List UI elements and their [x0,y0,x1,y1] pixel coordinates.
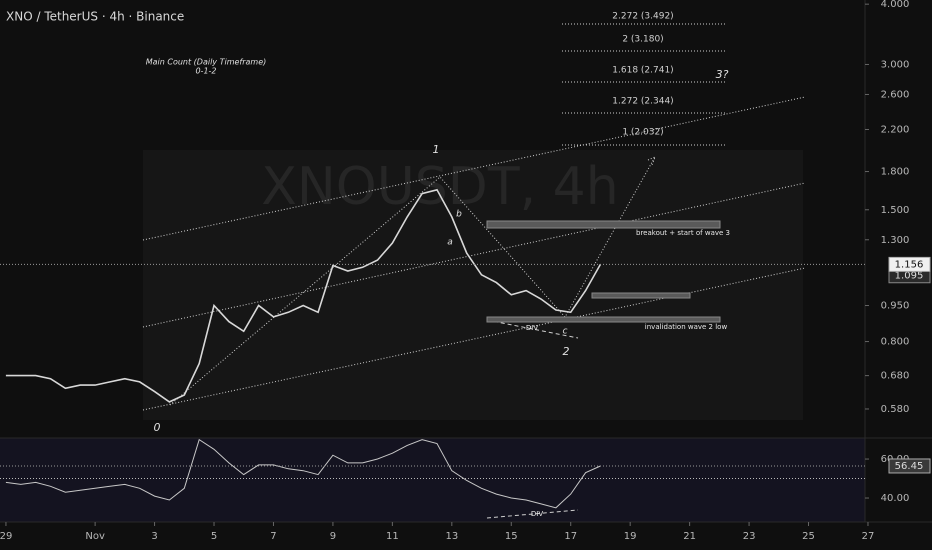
series-line [5,438,601,509]
wave-label: 1 [433,143,440,156]
invalidation-note: invalidation wave 2 low [645,323,728,331]
y-tick-label: 0.680 [881,371,910,382]
wave-label: 0 [154,421,161,434]
count-title: Main Count (Daily Timeframe) [146,58,267,67]
x-tick-label: 5 [211,531,217,542]
last-value-tag [888,458,931,474]
channel-mid [142,182,806,328]
breakout-zone [486,220,721,229]
y-tick-label: 2.600 [881,89,910,100]
symbol-title: XNO / TetherUS · 4h · Binance [6,10,184,24]
x-tick-label: 25 [802,531,815,542]
x-tick-label: 7 [270,531,276,542]
rsi-pane [0,438,865,522]
y-tick-label: 0.580 [881,404,910,415]
x-tick-label: Nov [85,531,105,542]
fib-label: 2.272 (3.492) [612,12,673,22]
x-tick-label: 15 [505,531,518,542]
x-tick-label: 17 [564,531,577,542]
y-tick-label: 0.800 [881,337,910,348]
x-tick-label: 27 [862,531,875,542]
target-zone [591,292,691,299]
fib-label: 1.272 (2.344) [612,97,673,107]
x-tick-label: 19 [624,531,637,542]
last-value-label: 1.156 [895,259,924,270]
x-tick-label: 3 [151,531,157,542]
fib-label: 1 (2.032) [622,128,663,138]
last-value-tag [888,256,931,272]
y-tick-label: 2.200 [881,124,910,135]
div-label: DIV [526,324,538,332]
x-tick-label: 29 [0,531,12,542]
wave-label: 3? [716,68,729,81]
y-tick-label: 1.500 [881,205,910,216]
price-tag-label: 1.095 [895,271,924,282]
x-tick-label: 23 [743,531,756,542]
y-tick-label: 0.950 [881,301,910,312]
channel-upper [142,96,806,241]
y-tick-label: 1.800 [881,167,910,178]
fib-label: 1.618 (2.741) [612,66,673,76]
div-line [486,319,579,339]
count-seq: 0-1-2 [195,67,216,76]
y-tick-label: 40.00 [881,493,910,504]
rsi-div-line [486,509,579,519]
rsi-div-label: DIV [531,510,543,518]
breakout-note: breakout + start of wave 3 [636,229,730,237]
y-tick-label: 3.000 [881,59,910,70]
subwave-label: a [447,238,453,248]
y-tick-label: 1.300 [881,235,910,246]
x-tick-label: 11 [386,531,399,542]
channel-lower [142,267,806,411]
wave-label: 2 [563,345,570,358]
x-tick-label: 21 [683,531,696,542]
fib-label: 2 (3.180) [622,35,663,45]
watermark: XNOUSDT, 4h [261,157,618,217]
subwave-label: b [456,210,462,220]
series-line [5,188,602,403]
channel-shade [143,150,803,420]
last-value-label: 56.45 [895,461,924,472]
invalidation-zone [486,316,721,323]
subwave-label: c [563,327,568,337]
x-tick-label: 13 [445,531,458,542]
wave-path [169,156,656,406]
y-tick-label: 4.000 [881,0,910,10]
x-tick-label: 9 [330,531,336,542]
